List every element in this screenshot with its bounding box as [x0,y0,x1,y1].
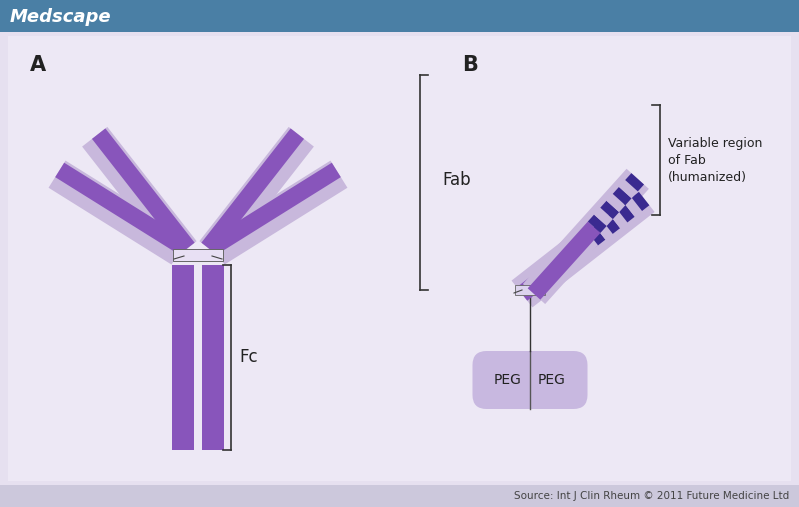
Polygon shape [631,192,650,211]
Text: B: B [462,55,478,75]
Polygon shape [55,163,187,254]
Bar [202,265,224,450]
Text: PEG: PEG [538,373,566,387]
Polygon shape [527,222,601,300]
Polygon shape [600,201,619,219]
Bar [0,485,799,507]
Polygon shape [201,128,304,253]
Polygon shape [594,208,613,226]
Polygon shape [517,232,598,301]
Polygon shape [624,198,642,216]
Polygon shape [595,221,613,240]
Polygon shape [208,161,348,265]
Text: Source: Int J Clin Rheum © 2011 Future Medicine Ltd: Source: Int J Clin Rheum © 2011 Future M… [514,491,789,501]
Polygon shape [511,185,654,307]
Polygon shape [587,226,606,245]
Polygon shape [619,180,638,198]
Polygon shape [200,127,314,261]
Polygon shape [610,209,627,228]
Text: PEG: PEG [494,373,522,387]
Polygon shape [625,173,644,192]
Polygon shape [209,163,341,254]
Bar [173,249,223,261]
Polygon shape [606,194,626,212]
Bar [8,36,791,481]
Text: Fab: Fab [442,171,471,189]
Polygon shape [523,169,649,304]
Polygon shape [617,203,634,223]
Polygon shape [92,128,195,253]
Text: Variable region
of Fab
(humanized): Variable region of Fab (humanized) [668,136,762,184]
Text: Medscape: Medscape [10,8,112,26]
Bar [0,0,799,32]
Bar [515,285,545,295]
Bar [172,265,194,450]
Text: Fc: Fc [239,348,257,367]
Polygon shape [588,214,606,233]
Text: A: A [30,55,46,75]
Polygon shape [82,127,197,261]
FancyBboxPatch shape [472,351,587,409]
Polygon shape [613,187,631,205]
Polygon shape [49,161,189,265]
Polygon shape [602,215,620,234]
